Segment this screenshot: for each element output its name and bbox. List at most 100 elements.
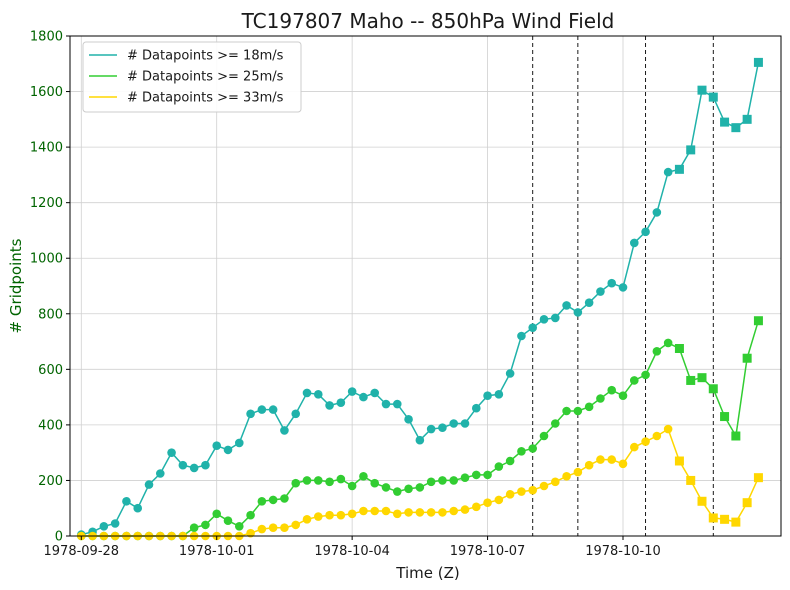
data-point-circle (359, 506, 368, 516)
data-point-square (708, 513, 718, 523)
data-point-circle (133, 503, 143, 513)
data-point-square (720, 514, 730, 524)
data-point-circle (415, 483, 425, 492)
legend-label: # Datapoints >= 33m/s (127, 91, 284, 106)
data-point-circle (291, 409, 301, 419)
data-point-circle (539, 481, 549, 491)
data-point-circle (517, 331, 526, 341)
data-point-circle (370, 506, 380, 516)
data-point-circle (347, 387, 357, 396)
data-point-circle (618, 283, 628, 292)
data-point-circle (336, 474, 346, 484)
data-point-circle (584, 460, 594, 470)
data-point-circle (223, 445, 233, 455)
data-point-circle (201, 460, 210, 470)
data-point-circle (370, 478, 380, 488)
data-point-circle (652, 208, 662, 217)
data-point-circle (325, 510, 334, 520)
data-point-square (742, 498, 752, 508)
data-point-circle (438, 508, 447, 517)
data-point-circle (234, 438, 244, 448)
data-point-square (753, 473, 763, 483)
data-point-circle (359, 392, 368, 402)
data-point-circle (426, 508, 436, 517)
data-point-square (731, 431, 741, 441)
data-point-square (686, 145, 696, 155)
data-point-square (697, 373, 707, 383)
data-point-circle (517, 487, 526, 496)
series-group (76, 57, 763, 539)
data-point-circle (550, 419, 560, 428)
x-tick-label: 1978-10-10 (585, 544, 661, 559)
data-point-circle (415, 508, 425, 517)
data-point-square (731, 123, 741, 133)
legend-label: # Datapoints >= 18m/s (127, 49, 284, 64)
y-tick-label: 1000 (30, 252, 63, 267)
data-point-circle (618, 459, 628, 469)
data-point-circle (550, 477, 560, 487)
data-point-circle (370, 388, 380, 398)
data-point-circle (268, 405, 278, 414)
data-point-circle (505, 490, 515, 499)
data-point-circle (652, 431, 662, 441)
data-point-circle (257, 405, 267, 414)
data-point-circle (584, 298, 594, 307)
data-point-circle (404, 484, 413, 494)
data-point-square (697, 85, 707, 95)
x-axis-label: Time (Z) (395, 564, 459, 582)
y-tick-label: 1600 (30, 85, 63, 100)
data-point-square (674, 456, 684, 466)
data-point-circle (494, 495, 504, 505)
data-point-circle (144, 480, 154, 489)
data-point-circle (302, 515, 312, 524)
data-point-circle (573, 406, 583, 416)
data-point-circle (505, 456, 515, 466)
data-point-circle (201, 520, 210, 530)
data-point-circle (573, 308, 583, 317)
data-point-circle (596, 394, 605, 403)
y-axis-ticks: 0 200 400 600 800 1000 1200 1400 1600 1800 (30, 30, 70, 545)
data-point-square (720, 412, 730, 422)
data-point-circle (584, 402, 594, 412)
data-point-circle (189, 463, 199, 473)
data-point-circle (381, 399, 391, 409)
legend-box (82, 41, 302, 113)
data-point-circle (212, 441, 222, 451)
data-point-square (742, 114, 752, 124)
data-point-circle (483, 391, 492, 401)
data-point-circle (325, 401, 334, 410)
data-point-circle (573, 467, 583, 477)
data-point-circle (280, 494, 289, 503)
data-point-circle (449, 506, 459, 516)
data-point-square (720, 117, 730, 127)
y-tick-label: 400 (38, 418, 63, 433)
data-point-circle (449, 419, 459, 428)
data-point-circle (302, 476, 312, 485)
series-layer (76, 57, 763, 541)
data-point-circle (460, 473, 470, 482)
data-point-circle (550, 313, 560, 323)
data-point-circle (167, 448, 176, 457)
data-point-circle (313, 512, 323, 521)
data-point-circle (347, 509, 357, 519)
data-point-circle (641, 437, 650, 446)
data-point-circle (257, 524, 267, 534)
data-point-circle (234, 521, 244, 531)
data-point-circle (607, 455, 617, 464)
data-point-circle (155, 469, 165, 478)
data-point-square (686, 375, 696, 385)
data-point-circle (246, 510, 255, 520)
data-point-circle (471, 403, 481, 413)
data-point-circle (539, 315, 549, 324)
data-point-circle (392, 509, 402, 519)
data-point-square (674, 164, 684, 174)
data-point-circle (426, 477, 436, 487)
data-point-circle (629, 442, 639, 452)
data-point-circle (596, 287, 605, 296)
data-point-circle (483, 498, 492, 507)
data-point-circle (438, 423, 447, 432)
series-group (76, 424, 763, 541)
data-point-circle (404, 415, 413, 424)
data-point-circle (629, 238, 639, 248)
legend-item: # Datapoints >= 33m/s (89, 91, 284, 106)
